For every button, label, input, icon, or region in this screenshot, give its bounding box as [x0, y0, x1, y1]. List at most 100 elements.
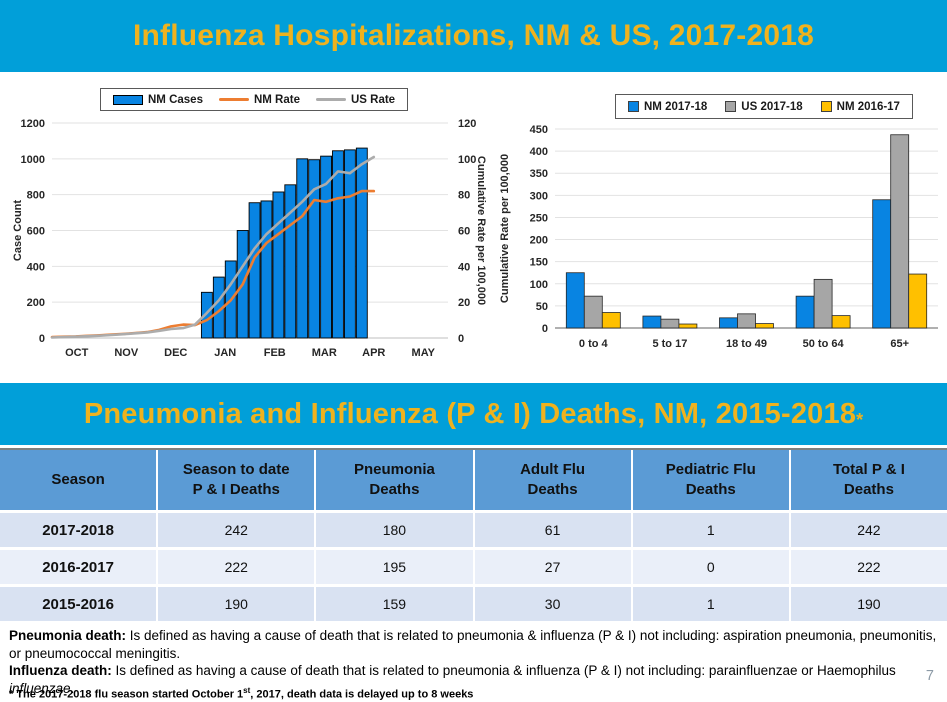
bar-us-2017-18 [583, 295, 603, 329]
svg-text:60: 60 [458, 226, 470, 238]
svg-text:MAR: MAR [312, 347, 337, 359]
svg-text:5 to 17: 5 to 17 [652, 338, 687, 350]
bar-nm-2016-17 [601, 312, 621, 329]
legend-item-us-rate: US Rate [315, 93, 396, 106]
legend-item-nm-2017-18: NM 2017-18 [628, 101, 707, 113]
cell-value: 180 [316, 513, 473, 547]
svg-text:JAN: JAN [214, 347, 236, 359]
cell-value: 222 [790, 550, 947, 584]
bar-nm-2017-18 [642, 315, 662, 329]
svg-text:100: 100 [530, 279, 548, 291]
age-rate-chart: NM 2017-18 US 2017-18 NM 2016-17 0 50 100 1… [495, 84, 945, 380]
hospitalizations-legend: NM Cases NM Rate US Rate [100, 88, 409, 111]
header-pediatric-flu-deaths: Pediatric Flu Deaths [632, 450, 789, 510]
svg-text:OCT: OCT [65, 347, 89, 359]
cell-value: 61 [474, 513, 631, 547]
page-number: 7 [925, 668, 934, 684]
influenza-italic: influenzae [9, 680, 71, 696]
svg-text:400: 400 [530, 146, 548, 158]
cell-value: 159 [316, 587, 473, 621]
table-row-2017-2018: 2017-2018 242 180 61 1 242 [0, 513, 947, 547]
table-row-2015-2016: 2015-2016 190 159 30 1 190 [0, 587, 947, 621]
cell-value: 242 [790, 513, 947, 547]
hospitalizations-plot: 0 200 400 600 800 1000 1200 0 20 40 60 80 100 120 OCT N… [12, 118, 487, 359]
svg-text:200: 200 [530, 235, 548, 247]
svg-text:1000: 1000 [21, 154, 45, 166]
svg-text:600: 600 [27, 226, 45, 238]
bar-nm-2017-18 [565, 272, 585, 329]
legend-item-nm-rate: NM Rate [218, 94, 300, 106]
cell-value: 242 [158, 513, 315, 547]
legend-label: NM 2017-18 [644, 100, 708, 113]
nm-cases-swatch [113, 94, 143, 105]
bar-nm-2016-17 [678, 323, 698, 329]
cell-value: 190 [158, 587, 315, 621]
cell-value: 190 [790, 587, 947, 621]
svg-text:MAY: MAY [412, 347, 436, 359]
footnote-superscript: st [243, 686, 251, 695]
table-header-row: Season Season to date P & I Deaths Pneum… [0, 450, 947, 510]
bar-nm-2017-18 [872, 199, 892, 329]
svg-text:0: 0 [458, 333, 464, 345]
us-rate-swatch [315, 97, 346, 102]
legend-label: US 2017-18 [741, 100, 803, 113]
table-title: Pneumonia and Influenza (P & I) Deaths, … [83, 397, 857, 430]
bar-us-2017-18 [890, 134, 910, 329]
svg-text:200: 200 [27, 297, 45, 309]
cell-value: 0 [632, 550, 789, 584]
footnote-prefix: * The 2017-2018 flu season started Octob… [9, 688, 244, 701]
nm-2016-17-swatch [820, 101, 832, 112]
header-adult-flu-deaths: Adult Flu Deaths [474, 450, 631, 510]
svg-text:0: 0 [39, 333, 45, 345]
svg-text:FEB: FEB [264, 347, 286, 359]
svg-text:50 to 64: 50 to 64 [803, 338, 845, 350]
nm-rate-swatch [218, 97, 249, 102]
nm-2017-18-swatch [628, 101, 639, 112]
nm-cases-bars [200, 147, 368, 339]
cell-season: 2016-2017 [0, 550, 157, 584]
pneumonia-death-definition: Pneumonia death: Is defined as having a … [9, 627, 941, 662]
cell-value: 1 [632, 513, 789, 547]
pi-deaths-table: Season Season to date P & I Deaths Pneum… [0, 448, 947, 624]
influenza-death-definition: Influenza death: Is defined as having a … [9, 662, 941, 697]
bar-nm-2016-17 [831, 315, 851, 329]
svg-text:NOV: NOV [114, 347, 139, 359]
bar-us-2017-18 [813, 278, 833, 329]
svg-text:250: 250 [530, 212, 548, 224]
cell-value: 27 [474, 550, 631, 584]
legend-label: NM 2016-17 [836, 100, 900, 113]
influenza-death-label: Influenza death: [9, 663, 112, 679]
title-banner-mid: Pneumonia and Influenza (P & I) Deaths, … [0, 383, 947, 445]
svg-text:0 to 4: 0 to 4 [579, 338, 609, 350]
cell-value: 222 [158, 550, 315, 584]
table-row-2016-2017: 2016-2017 222 195 27 0 222 [0, 550, 947, 584]
us-rate-line [50, 155, 376, 339]
bar-us-2017-18 [737, 313, 756, 329]
svg-text:1200: 1200 [21, 118, 45, 130]
cell-season: 2017-2018 [0, 513, 157, 547]
svg-text:300: 300 [530, 190, 548, 202]
header-season: Season [0, 450, 157, 510]
influenza-death-text: Is defined as having a cause of death th… [111, 663, 896, 679]
season-start-footnote: * The 2017-2018 flu season started Octob… [9, 686, 473, 701]
cell-value: 195 [316, 550, 473, 584]
bar-nm-2017-18 [719, 317, 738, 329]
table-title-asterisk: * [856, 410, 864, 430]
age-rate-legend: NM 2017-18 US 2017-18 NM 2016-17 [615, 94, 913, 119]
bar-nm-2016-17 [755, 323, 774, 329]
footnotes: Pneumonia death: Is defined as having a … [9, 627, 941, 697]
svg-text:800: 800 [27, 190, 45, 202]
svg-text:65+: 65+ [890, 338, 909, 350]
cell-value: 30 [474, 587, 631, 621]
svg-text:100: 100 [458, 154, 476, 166]
svg-text:40: 40 [458, 261, 470, 273]
header-pneumonia-deaths: Pneumonia Deaths [316, 450, 473, 510]
svg-text:DEC: DEC [164, 347, 187, 359]
svg-text:400: 400 [27, 261, 45, 273]
cell-value: 1 [632, 587, 789, 621]
svg-text:50: 50 [536, 301, 548, 313]
legend-item-nm-cases: NM Cases [113, 94, 203, 106]
legend-item-nm-2016-17: NM 2016-17 [820, 100, 900, 113]
legend-label: US Rate [350, 93, 396, 106]
